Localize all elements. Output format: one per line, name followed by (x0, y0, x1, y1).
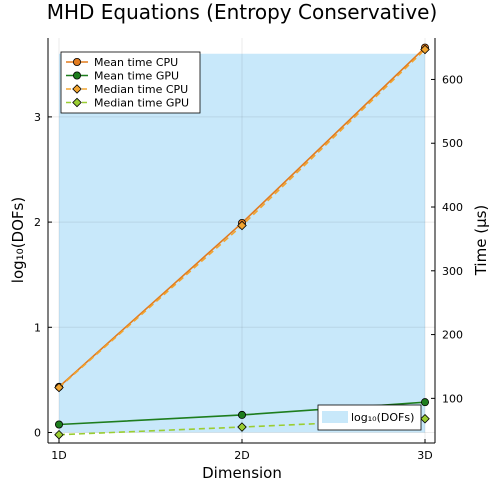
left-tick-label-0: 0 (34, 426, 41, 439)
right-tick-label-5: 600 (442, 73, 463, 86)
left-tick-label-2: 2 (34, 216, 41, 229)
right-tick-label-3: 400 (442, 201, 463, 214)
dofs-area (59, 53, 425, 433)
series-2-point-1 (237, 220, 247, 231)
legend-marker-1 (73, 71, 82, 80)
x-tick-label-1: 2D (234, 449, 249, 462)
left-tick-label-1: 1 (34, 321, 41, 334)
left-axis-label: log₁₀(DOFs) (9, 197, 27, 283)
legend-label-3: Median time GPU (94, 97, 189, 110)
x-tick-label-0: 1D (51, 449, 66, 462)
chart-title: MHD Equations (Entropy Conservative) (47, 0, 438, 24)
legend-label-1: Mean time GPU (94, 70, 179, 83)
grid-layer (48, 38, 435, 443)
right-tick-label-0: 100 (442, 392, 463, 405)
area-legend-label: log₁₀(DOFs) (351, 411, 414, 424)
series-2 (54, 44, 430, 393)
legend-marker-3 (72, 97, 82, 108)
legend-marker-2 (72, 84, 82, 94)
x-axis-label: Dimension (202, 464, 282, 482)
series-3-point-1 (237, 422, 247, 432)
right-tick-label-4: 500 (442, 137, 463, 150)
series-3-point-0 (54, 429, 64, 440)
area-legend-swatch (322, 411, 348, 423)
series-1-point-2 (420, 398, 429, 407)
legend-label-2: Median time CPU (94, 83, 188, 96)
area-legend: log₁₀(DOFs) (317, 404, 422, 431)
series-2-point-2 (420, 44, 430, 55)
legend-marker-0 (73, 58, 82, 67)
left-tick-label-3: 3 (34, 111, 41, 124)
dofs-area-layer (59, 53, 425, 433)
right-tick-label-1: 200 (442, 329, 463, 342)
legend-label-0: Mean time CPU (94, 56, 178, 69)
series-1-point-1 (237, 410, 246, 419)
series-2-point-0 (54, 382, 64, 393)
x-tick-label-2: 3D (417, 449, 432, 462)
right-axis-label: Time (µs) (472, 205, 490, 277)
series-1-point-0 (55, 420, 64, 429)
right-tick-label-2: 300 (442, 265, 463, 278)
ticks-layer: 1D 2D 3D 0 1 2 3 100 200 300 400 500 600 (34, 73, 463, 462)
series-3-point-2 (420, 413, 430, 424)
